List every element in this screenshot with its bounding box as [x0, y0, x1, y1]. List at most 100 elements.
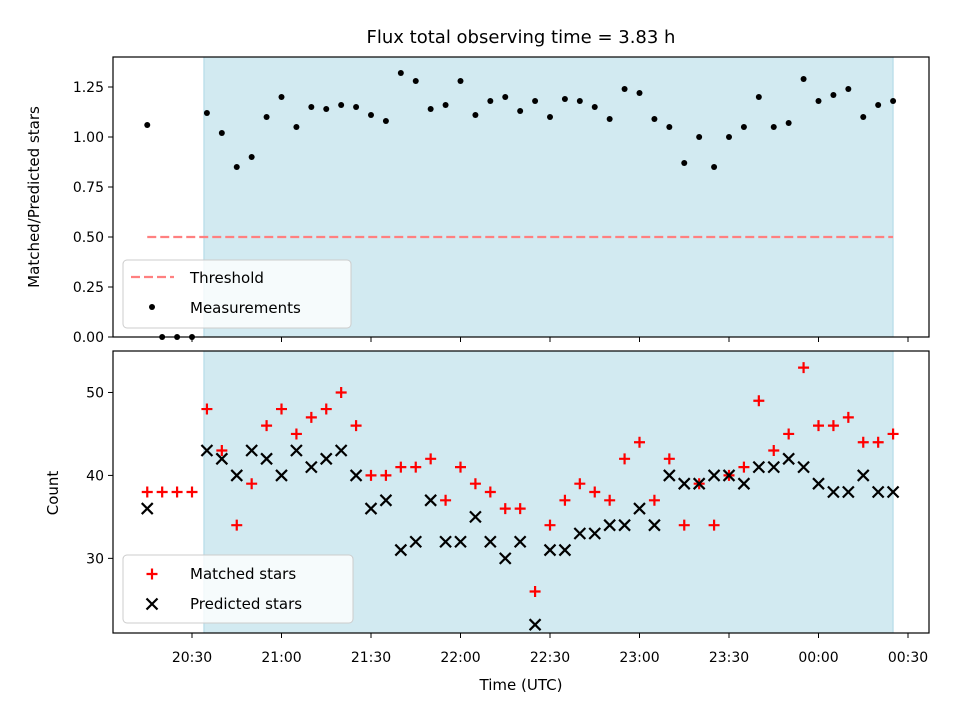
predicted-star-point [275, 469, 288, 482]
plus-marker [514, 503, 526, 515]
matched-star-point [887, 428, 899, 440]
x-marker [200, 444, 214, 457]
x-marker [543, 543, 557, 557]
x-marker [871, 485, 885, 499]
x-marker [349, 469, 363, 482]
predicted-star-point [618, 518, 631, 532]
predicted-star-point [498, 552, 512, 565]
x-marker [707, 469, 721, 482]
predicted-star-point [886, 485, 900, 499]
x-marker [409, 535, 423, 549]
matched-star-point [604, 494, 616, 506]
x-marker [573, 527, 587, 540]
matched-star-point [305, 411, 317, 423]
plus-marker [305, 411, 317, 423]
x-marker [230, 469, 244, 482]
plus-marker [544, 519, 556, 531]
plus-marker [768, 445, 780, 457]
measurement-point [353, 104, 360, 110]
bottom-y-tick-label: 40 [86, 468, 104, 484]
measurement-point [278, 94, 285, 100]
matched-star-point [738, 461, 750, 473]
matched-star-point [395, 461, 407, 473]
plus-marker [395, 461, 407, 473]
measurement-point [233, 164, 240, 170]
plus-marker [261, 420, 273, 432]
matched-star-point [544, 519, 556, 531]
predicted-star-point [692, 477, 706, 490]
top-y-tick-label: 0.25 [73, 280, 104, 296]
x-marker [722, 469, 736, 482]
measurement-point [427, 106, 434, 112]
plus-marker [619, 453, 631, 465]
x-axis-label: Time (UTC) [479, 676, 563, 694]
predicted-star-point [349, 469, 363, 482]
plus-marker [842, 411, 854, 423]
plus-marker [276, 403, 287, 415]
matched-star-point [410, 461, 422, 473]
plus-marker [529, 586, 541, 598]
matched-star-point [290, 428, 302, 440]
predicted-star-point [409, 535, 423, 549]
x-marker [215, 452, 229, 466]
plus-marker [469, 478, 481, 490]
x-marker [886, 485, 900, 499]
predicted-star-point [737, 477, 751, 490]
x-marker [379, 494, 393, 507]
measurement-point [740, 124, 747, 130]
measurement-point [502, 94, 509, 100]
plus-marker [246, 478, 258, 490]
bottom-y-tick-label: 30 [86, 551, 104, 567]
measurement-point [532, 98, 539, 104]
predicted-star-point [767, 460, 781, 474]
predicted-star-point [484, 535, 497, 549]
predicted-star-point [319, 452, 333, 466]
predicted-star-point [513, 535, 527, 549]
x-marker [663, 469, 676, 482]
measurement-point [755, 94, 762, 100]
matched-star-point [380, 469, 392, 481]
matched-star-point [246, 478, 258, 490]
x-marker [588, 527, 602, 540]
x-marker [782, 452, 795, 466]
predicted-star-point [469, 510, 482, 524]
plus-marker [499, 503, 511, 515]
matched-star-point [559, 494, 571, 506]
plus-marker [484, 486, 496, 498]
plus-marker [440, 494, 452, 506]
x-tick-label: 21:30 [351, 650, 391, 666]
measurement-point [308, 104, 315, 110]
matched-star-point [768, 445, 780, 457]
bottom-y-axis-label: Count [44, 471, 62, 516]
x-marker [618, 518, 631, 532]
measurement-point [487, 98, 494, 104]
x-marker [633, 502, 646, 515]
matched-star-point [589, 486, 601, 498]
plus-marker [678, 519, 690, 531]
matched-star-point [827, 420, 839, 432]
x-marker [140, 502, 154, 515]
measurement-point [815, 98, 822, 104]
matched-star-point [186, 486, 198, 498]
matched-star-point [842, 411, 854, 423]
x-marker [454, 535, 467, 549]
threshold-legend-label: Threshold [189, 269, 264, 287]
plus-marker [410, 461, 422, 473]
matched-star-point [156, 486, 168, 498]
x-marker [528, 618, 542, 631]
x-tick-label: 22:00 [440, 650, 480, 666]
top-panel: 0.00 0.25 0.50 0.75 1.00 1.25 Matched/Predict… [25, 56, 930, 346]
matched-star-point [440, 494, 452, 506]
matched-star-point [171, 486, 183, 498]
plus-marker [320, 403, 332, 415]
matched-star-point [201, 403, 213, 415]
predicted-star-point [245, 444, 258, 457]
plus-marker [708, 519, 720, 531]
measurement-point [338, 102, 345, 108]
x-tick-label: 20:30 [172, 650, 212, 666]
plus-marker [887, 428, 899, 440]
x-marker [145, 597, 159, 611]
matched-star-point [708, 519, 720, 531]
measurement-point [561, 96, 568, 102]
measurement-point [203, 110, 210, 116]
